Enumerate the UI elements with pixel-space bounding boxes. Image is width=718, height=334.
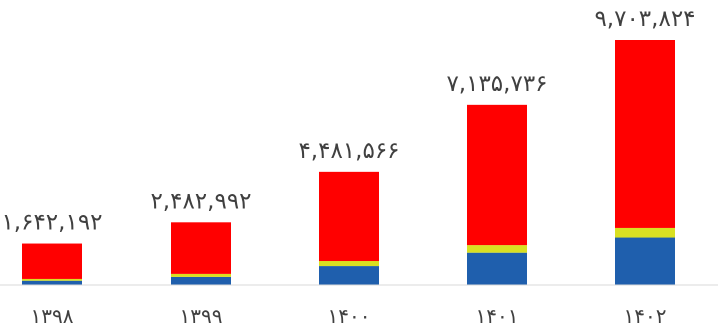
total-label: ۴,۴۸۱,۵۶۶ bbox=[298, 138, 399, 164]
bar-segment-2-4 bbox=[467, 245, 527, 253]
category-label: ۱۳۹۸ bbox=[31, 304, 74, 328]
bar-segment-2-2 bbox=[171, 273, 231, 277]
total-label: ۷,۱۳۵,۷۳۶ bbox=[446, 71, 547, 97]
total-label: ۹,۷۰۳,۸۲۴ bbox=[594, 6, 695, 32]
bar-segment-3-3 bbox=[319, 171, 379, 262]
bar-segment-1-5 bbox=[615, 237, 675, 285]
total-labels-group: ۱,۶۴۲,۱۹۲ ۲,۴۸۲,۹۹۲ ۴,۴۸۱,۵۶۶ ۷,۱۳۵,۷۳۶ ۹,۷۰… bbox=[1, 6, 695, 236]
bar-segment-1-3 bbox=[319, 266, 379, 285]
category-label: ۱۴۰۱ bbox=[476, 304, 519, 328]
bar-segment-2-1 bbox=[22, 278, 82, 281]
category-label: ۱۴۰۰ bbox=[328, 304, 371, 328]
bar-segment-3-2 bbox=[171, 222, 231, 274]
bars-group bbox=[22, 40, 675, 285]
bar-segment-3-1 bbox=[22, 243, 82, 279]
bar-segment-1-1 bbox=[22, 280, 82, 285]
bar-segment-2-3 bbox=[319, 261, 379, 267]
category-labels-group: ۱۳۹۸ ۱۳۹۹ ۱۴۰۰ ۱۴۰۱ ۱۴۰۲ bbox=[31, 304, 667, 328]
bar-segment-3-4 bbox=[467, 104, 527, 246]
bar-segment-2-5 bbox=[615, 227, 675, 238]
bar-segment-3-5 bbox=[615, 40, 675, 228]
total-label: ۲,۴۸۲,۹۹۲ bbox=[150, 188, 251, 214]
category-label: ۱۴۰۲ bbox=[624, 304, 667, 328]
category-label: ۱۳۹۹ bbox=[180, 304, 223, 328]
total-label: ۱,۶۴۲,۱۹۲ bbox=[1, 210, 102, 236]
bar-segment-1-2 bbox=[171, 276, 231, 285]
bar-segment-1-4 bbox=[467, 252, 527, 285]
